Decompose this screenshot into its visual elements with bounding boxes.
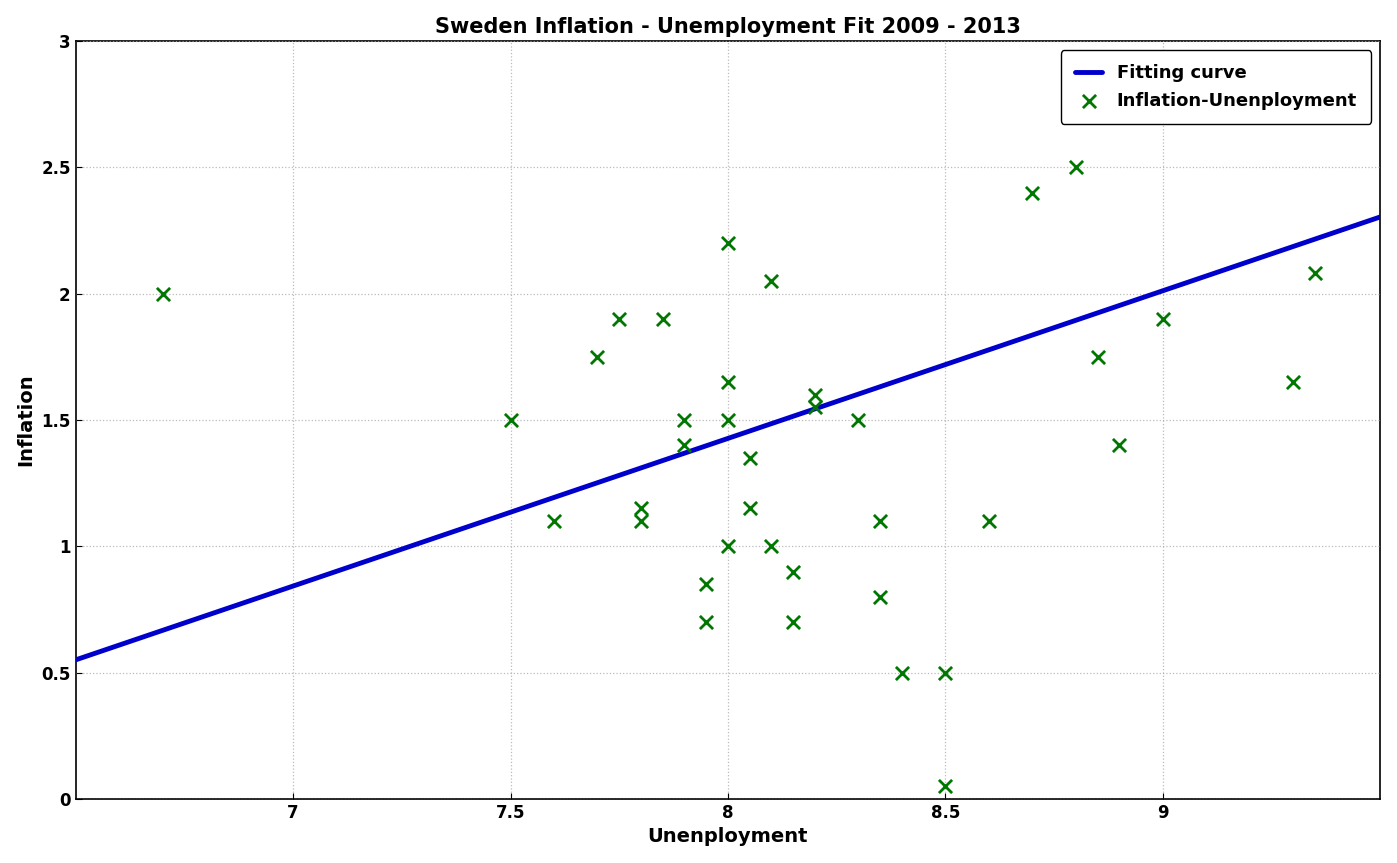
Inflation-Unenployment [630, 501, 652, 515]
Inflation-Unenployment [696, 577, 718, 591]
Inflation-Unenployment [1087, 350, 1109, 363]
Inflation-Unenployment [1065, 161, 1087, 174]
Inflation-Unenployment [935, 779, 957, 793]
Inflation-Unenployment [935, 665, 957, 679]
Inflation-Unenployment [782, 564, 805, 578]
Inflation-Unenployment [587, 350, 609, 363]
Legend: Fitting curve, Inflation-Unenployment: Fitting curve, Inflation-Unenployment [1060, 50, 1372, 124]
Inflation-Unenployment [673, 438, 696, 452]
Inflation-Unenployment [499, 413, 521, 427]
Inflation-Unenployment [847, 413, 869, 427]
Inflation-Unenployment [978, 514, 1000, 528]
Inflation-Unenployment [717, 375, 739, 389]
Inflation-Unenployment [1303, 267, 1326, 280]
Inflation-Unenployment [608, 312, 630, 326]
Inflation-Unenployment [1108, 438, 1130, 452]
Inflation-Unenployment [1282, 375, 1305, 389]
Inflation-Unenployment [1151, 312, 1173, 326]
Y-axis label: Inflation: Inflation [17, 374, 36, 466]
Inflation-Unenployment [717, 413, 739, 427]
Inflation-Unenployment [630, 514, 652, 528]
Inflation-Unenployment [543, 514, 566, 528]
Inflation-Unenployment [739, 501, 761, 515]
Inflation-Unenployment [760, 274, 782, 288]
Inflation-Unenployment [651, 312, 673, 326]
Inflation-Unenployment [696, 615, 718, 629]
Inflation-Unenployment [803, 400, 826, 414]
Inflation-Unenployment [869, 514, 891, 528]
Inflation-Unenployment [717, 236, 739, 250]
Inflation-Unenployment [869, 590, 891, 604]
X-axis label: Unenployment: Unenployment [648, 828, 809, 847]
Inflation-Unenployment [891, 665, 914, 679]
Inflation-Unenployment [803, 387, 826, 401]
Inflation-Unenployment [673, 413, 696, 427]
Inflation-Unenployment [782, 615, 805, 629]
Title: Sweden Inflation - Unemployment Fit 2009 - 2013: Sweden Inflation - Unemployment Fit 2009… [434, 16, 1021, 36]
Inflation-Unenployment [1021, 186, 1044, 199]
Inflation-Unenployment [151, 287, 173, 300]
Inflation-Unenployment [717, 539, 739, 553]
Inflation-Unenployment [760, 539, 782, 553]
Inflation-Unenployment [739, 451, 761, 465]
